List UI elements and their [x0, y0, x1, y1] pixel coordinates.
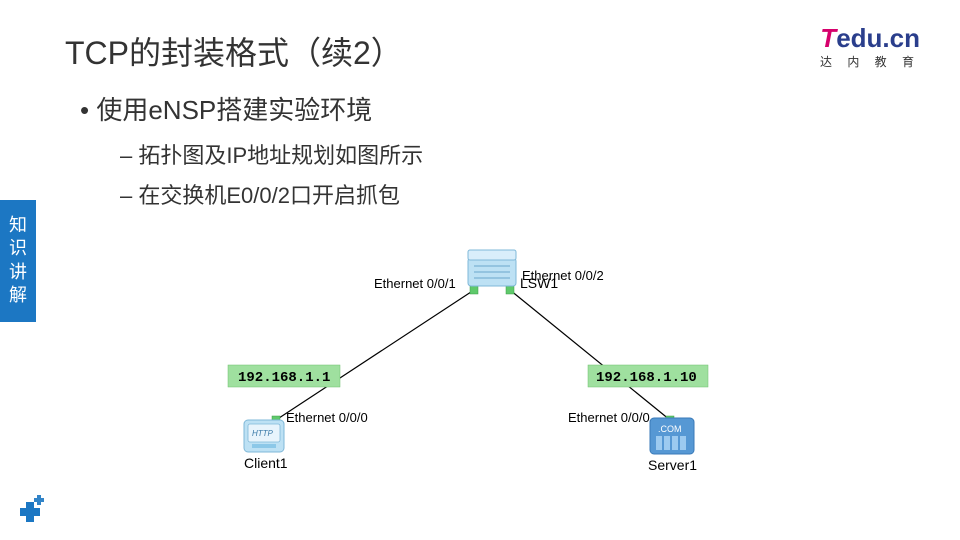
client-label: Client1: [244, 455, 288, 471]
port-icon: [506, 286, 514, 294]
corner-plus-icon: [10, 490, 50, 530]
server-label: Server1: [648, 457, 697, 473]
logo-main: Tedu.cn: [820, 25, 920, 51]
logo: Tedu.cn 达 内 教 育: [820, 25, 920, 70]
sub-bullet-2: 在交换机E0/0/2口开启抓包: [120, 178, 400, 210]
port-icon: [470, 286, 478, 294]
ip-text-server: 192.168.1.10: [596, 370, 697, 386]
sub-bullet-1: 拓扑图及IP地址规划如图所示: [120, 138, 423, 170]
eth-label-switch-left: Ethernet 0/0/1: [374, 276, 456, 291]
eth-label-client: Ethernet 0/0/0: [286, 410, 368, 425]
bullet-main: 使用eNSP搭建实验环境: [80, 90, 372, 127]
logo-cn: .cn: [882, 23, 920, 53]
page-title: TCP的封装格式（续2）: [65, 28, 403, 74]
link-switch-client: [276, 290, 474, 420]
side-tab: 知识讲解: [0, 200, 36, 322]
eth-label-switch-right: Ethernet 0/0/2: [522, 268, 604, 283]
client-sublabel: HTTP: [252, 429, 274, 438]
ip-text-client: 192.168.1.1: [238, 370, 330, 386]
logo-t: T: [820, 23, 836, 53]
diagram-svg: LSW1 HTTP Client1 .COM Server1 Ethernet …: [170, 240, 790, 500]
link-switch-server: [510, 290, 670, 420]
logo-sub: 达 内 教 育: [820, 53, 920, 70]
switch-icon: [468, 250, 516, 286]
server-icon: .COM: [650, 418, 694, 454]
network-diagram: LSW1 HTTP Client1 .COM Server1 Ethernet …: [170, 240, 790, 500]
logo-edu: edu: [836, 23, 882, 53]
eth-label-server: Ethernet 0/0/0: [568, 410, 650, 425]
client-icon: HTTP: [244, 420, 284, 452]
server-sublabel: .COM: [658, 424, 682, 434]
